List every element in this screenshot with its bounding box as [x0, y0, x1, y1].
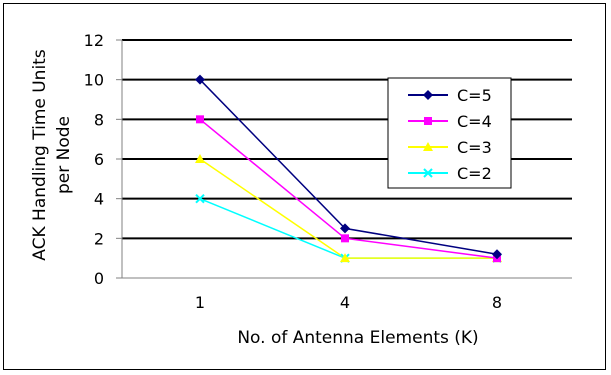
legend-marker-C=2: [423, 168, 433, 178]
y-tick-label: 8: [94, 110, 104, 129]
y-tick-labels: 0 2 4 6 8 10 12: [84, 31, 122, 288]
x-marker-stroke: [423, 168, 433, 178]
x-tick-label: 1: [195, 293, 205, 312]
y-tick-label: 10: [84, 71, 104, 90]
legend-label-C=3: C=3: [457, 138, 492, 157]
legend-label-C=5: C=5: [457, 86, 492, 105]
x-axis-title: No. of Antenna Elements (K): [237, 328, 478, 348]
y-tick-label: 2: [94, 229, 104, 248]
y-tick-label: 4: [94, 190, 104, 209]
y-axis-title-line-2: per Node: [54, 116, 74, 194]
x-tick-labels: 1 4 8: [195, 293, 502, 312]
y-tick-label: 6: [94, 150, 104, 169]
data-point-C=5-8: [492, 249, 502, 260]
legend: C=5 C=4 C=3 C=2: [387, 77, 512, 189]
legend-box: [387, 77, 512, 189]
data-point-C=2-1: [195, 193, 205, 204]
data-point-C=4-4: [341, 234, 349, 243]
series-markers: [195, 74, 502, 263]
data-point-C=5-1: [195, 74, 205, 85]
data-point-C=5-4: [340, 223, 350, 234]
legend-marker-C=4: [424, 117, 432, 125]
y-tick-label: 0: [94, 269, 104, 288]
data-point-C=4-1: [196, 115, 204, 124]
x-tick-label: 8: [492, 293, 502, 312]
x-tick-label: 4: [340, 293, 350, 312]
legend-marker-C=3: [423, 142, 433, 151]
y-tick-label: 12: [84, 31, 104, 50]
data-point-C=3-1: [195, 154, 205, 163]
data-point-C=3-4: [340, 253, 350, 263]
x-marker-stroke: [195, 193, 205, 204]
y-axis-title-line-1: ACK Handling Time Units: [30, 49, 50, 261]
legend-label-C=2: C=2: [457, 164, 492, 183]
legend-marker-C=5: [423, 90, 433, 100]
y-axis-title: ACK Handling Time Units per Node: [30, 49, 74, 261]
legend-label-C=4: C=4: [457, 112, 492, 131]
